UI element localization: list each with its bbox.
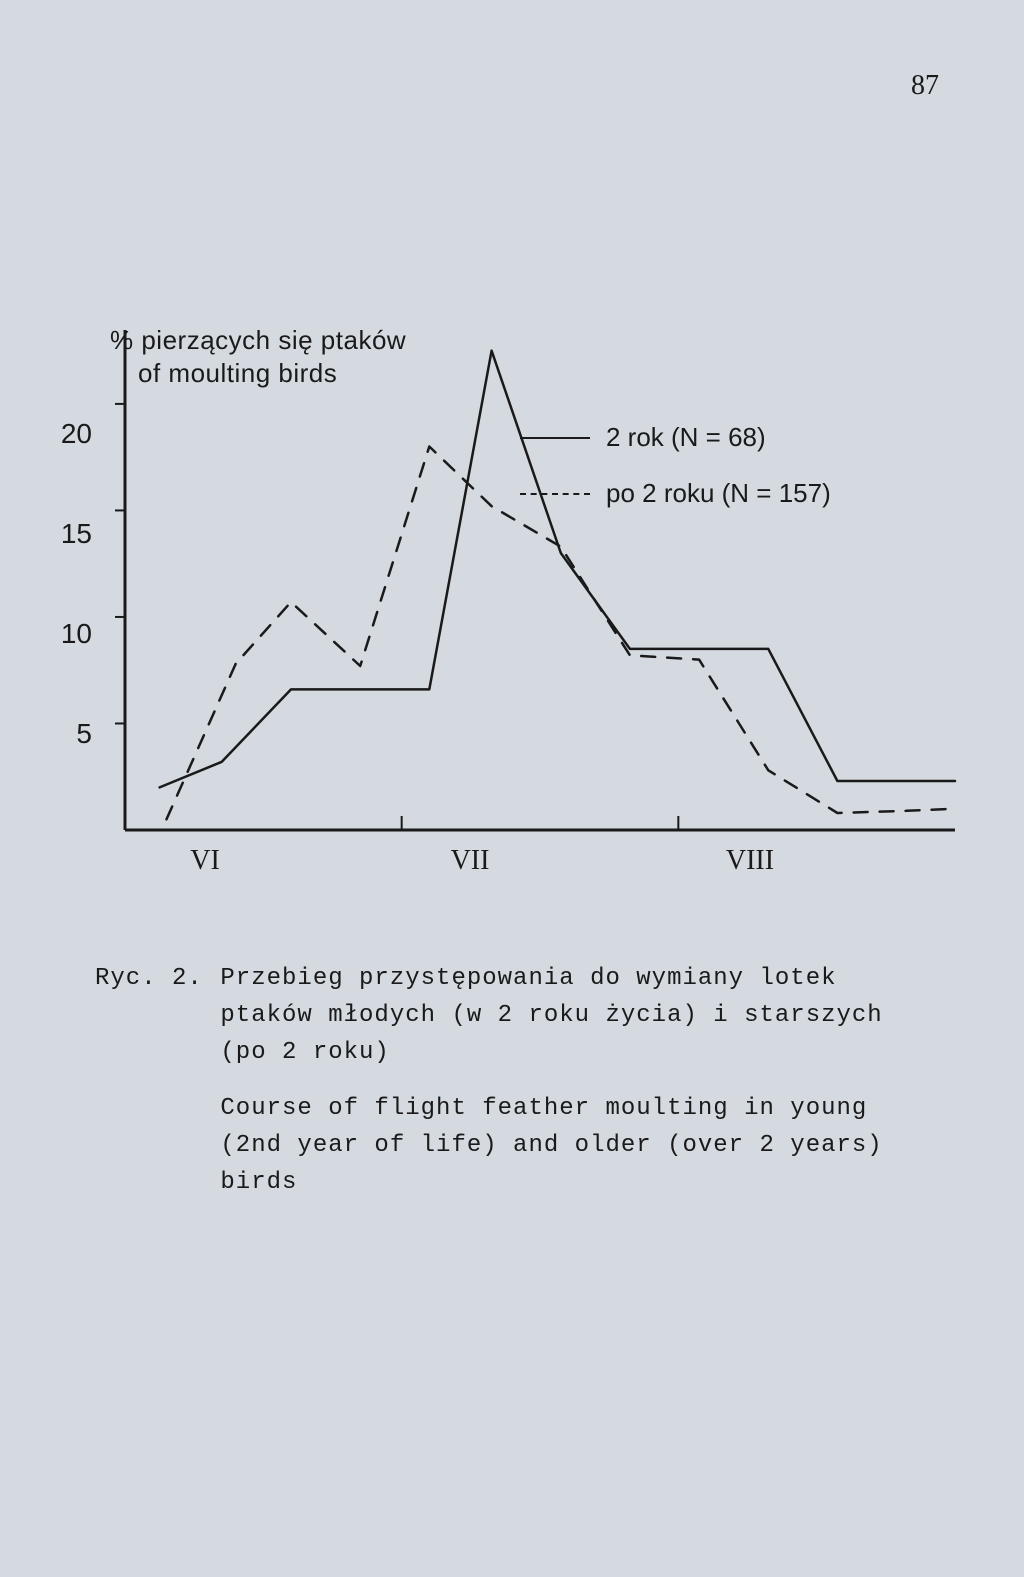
page-container: 87 % pierzących się ptaków of moulting b… [0,0,1024,1577]
legend-line-dashed-icon [520,493,590,495]
legend-item-solid: 2 rok (N = 68) [520,422,766,453]
caption-label: Ryc. 2. [95,960,205,997]
page-number: 87 [911,70,939,102]
legend-label-solid: 2 rok (N = 68) [606,422,766,453]
chart-area [45,330,965,880]
legend-label-dashed: po 2 roku (N = 157) [606,478,831,509]
chart-svg [45,330,965,880]
caption-text-pl: Przebieg przystępowania do wymiany lotek… [220,960,930,1072]
ytick-5: 5 [42,718,92,750]
caption-text-en: Course of flight feather moulting in you… [220,1090,930,1202]
figure-caption: Ryc. 2. Przebieg przystępowania do wymia… [95,960,935,1201]
xtick-viii: VIII [720,845,780,877]
series-solid [160,351,955,788]
legend-line-solid-icon [520,437,590,439]
ytick-20: 20 [42,418,92,450]
legend-item-dashed: po 2 roku (N = 157) [520,478,831,509]
xtick-vii: VII [440,845,500,877]
ytick-15: 15 [42,518,92,550]
ytick-10: 10 [42,618,92,650]
xtick-vi: VI [175,845,235,877]
